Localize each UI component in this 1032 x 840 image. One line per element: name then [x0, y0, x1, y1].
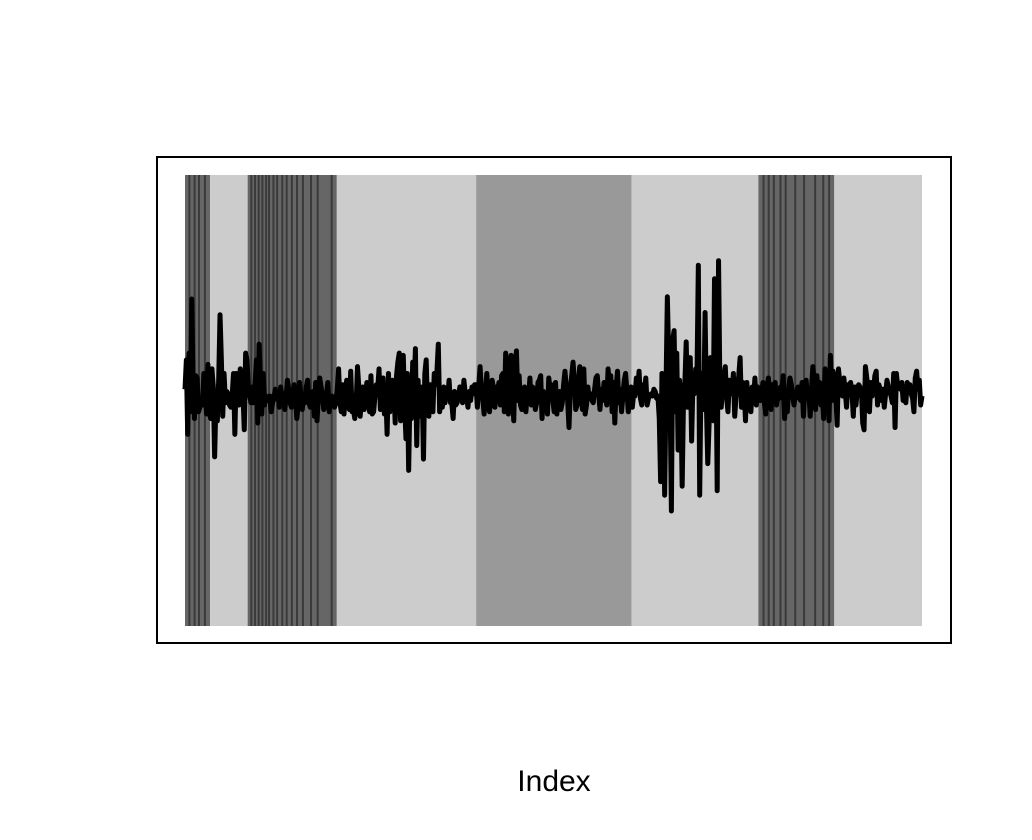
- x-axis-label: Index: [517, 765, 590, 798]
- plot-frame: [156, 156, 952, 644]
- series-layer: [182, 258, 925, 514]
- series-line-0: [182, 258, 925, 514]
